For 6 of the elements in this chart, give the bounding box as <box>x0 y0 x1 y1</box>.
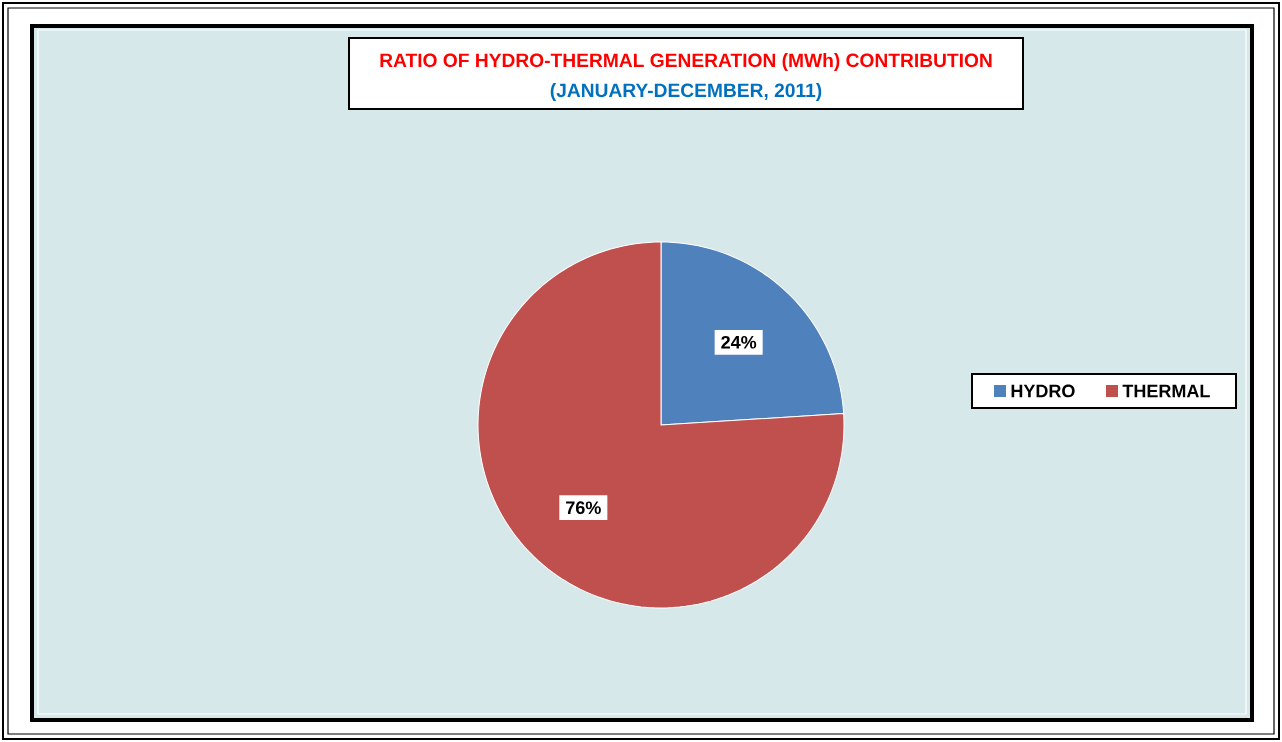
legend-label: HYDRO <box>1011 384 1075 398</box>
legend-label: THERMAL <box>1122 384 1210 398</box>
chart-subtitle: (JANUARY-DECEMBER, 2011) <box>550 83 822 101</box>
chart-title: RATIO OF HYDRO-THERMAL GENERATION (MWh) CONTRIBUTION <box>380 53 992 71</box>
data-label: 24% <box>721 335 757 349</box>
data-label: 76% <box>566 501 601 515</box>
